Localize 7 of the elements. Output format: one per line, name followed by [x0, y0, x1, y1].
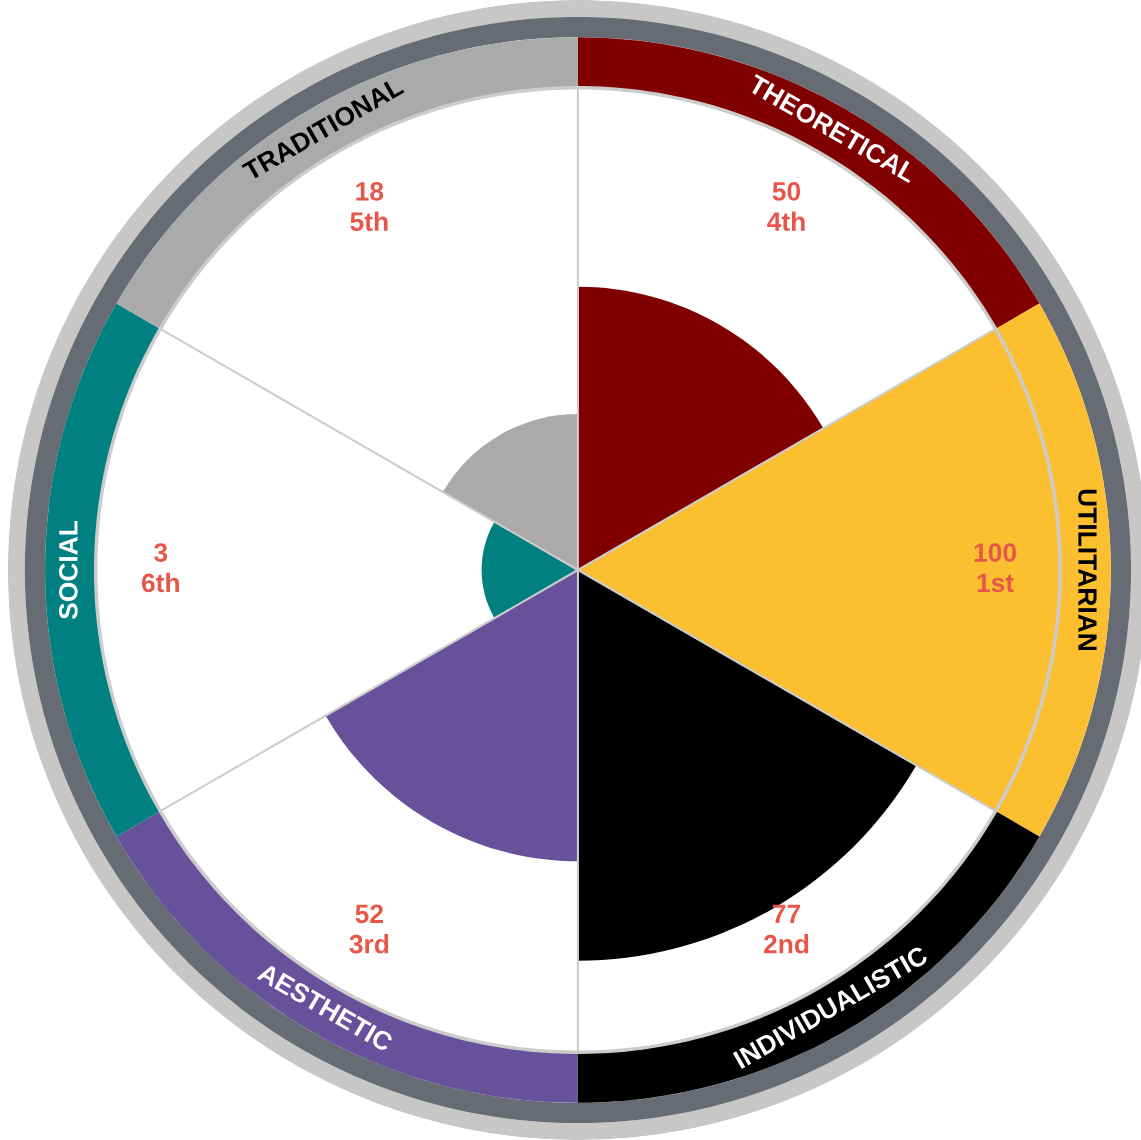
data-label: 100 1st	[974, 543, 1016, 593]
data-label: 52 3rd	[349, 904, 389, 954]
data-label: 18 5th	[350, 181, 388, 232]
category-label: UTILITARIAN	[1078, 489, 1097, 651]
data-label: 50 4th	[767, 181, 805, 231]
data-label: 3 6th	[141, 543, 179, 593]
category-label: SOCIAL	[59, 520, 78, 620]
